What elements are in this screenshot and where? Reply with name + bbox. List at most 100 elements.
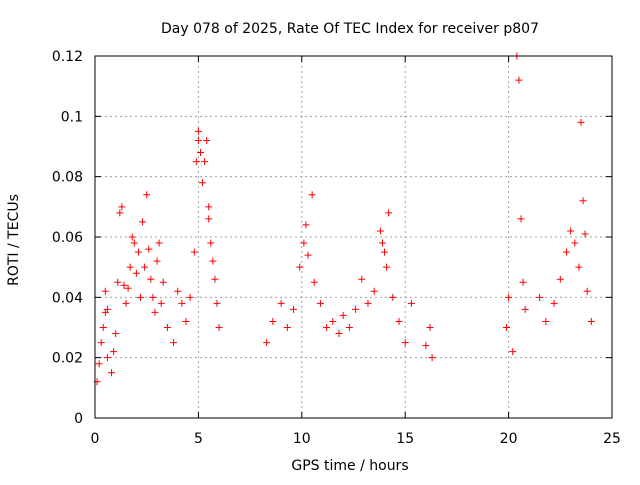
data-point	[358, 275, 366, 283]
data-point	[563, 248, 571, 256]
data-point	[99, 324, 107, 331]
data-point	[207, 239, 215, 247]
data-point	[376, 227, 384, 235]
data-point	[426, 324, 434, 331]
data-point	[302, 221, 310, 229]
data-point	[352, 305, 360, 313]
data-point	[422, 342, 430, 350]
data-point	[575, 263, 583, 271]
data-point	[97, 339, 105, 347]
data-point	[581, 230, 589, 238]
data-point	[521, 305, 529, 313]
data-point	[114, 278, 122, 286]
chart-title: Day 078 of 2025, Rate Of TEC Index for r…	[161, 21, 539, 37]
data-point	[157, 299, 165, 307]
data-point	[579, 197, 587, 205]
data-point	[428, 354, 436, 362]
data-point	[519, 278, 527, 286]
y-tick-label: 0.08	[52, 170, 83, 186]
data-point	[134, 248, 142, 256]
data-point	[310, 278, 318, 286]
data-point	[178, 299, 186, 307]
data-point	[170, 339, 178, 347]
data-point	[124, 284, 132, 292]
data-point	[290, 305, 298, 313]
data-point	[395, 317, 403, 325]
data-point	[215, 324, 223, 331]
data-point	[145, 245, 153, 253]
data-point	[296, 263, 304, 271]
data-point	[196, 149, 204, 157]
data-point	[205, 203, 213, 211]
data-point	[205, 215, 213, 223]
data-point	[517, 215, 525, 223]
y-tick-label: 0.12	[52, 49, 83, 65]
data-point	[141, 263, 149, 271]
data-point	[163, 324, 171, 331]
data-point	[339, 311, 347, 319]
data-point	[211, 275, 219, 283]
data-point	[103, 354, 111, 362]
data-point	[126, 263, 134, 271]
data-point	[147, 275, 155, 283]
y-tick-label: 0.06	[52, 230, 83, 246]
data-point	[108, 369, 116, 377]
data-point	[128, 233, 136, 241]
data-point	[316, 299, 324, 307]
y-axis-label: ROTI / TECUs	[6, 194, 22, 286]
data-point	[143, 191, 151, 199]
data-point	[583, 287, 591, 295]
data-point	[542, 317, 550, 325]
y-tick-label: 0.02	[52, 351, 83, 367]
axes: 0 0.02 0.04 0.06 0.08 0.1 0.12 0 5 10 15 20 25	[52, 49, 621, 447]
data-point	[112, 330, 120, 338]
data-point	[186, 293, 194, 301]
data-point	[182, 317, 190, 325]
x-tick-label: 20	[500, 431, 518, 447]
data-point	[503, 324, 511, 331]
data-point	[203, 136, 211, 144]
data-point	[345, 324, 353, 331]
data-point	[370, 287, 378, 295]
plot-frame	[94, 55, 613, 419]
data-point	[587, 317, 595, 325]
data-point	[335, 330, 343, 338]
data-point	[536, 293, 544, 301]
data-point	[199, 179, 207, 187]
data-point	[283, 324, 291, 331]
data-point	[383, 263, 391, 271]
data-point	[381, 248, 389, 256]
data-point	[385, 209, 393, 217]
data-point	[364, 299, 372, 307]
y-tick-label: 0	[74, 411, 83, 427]
data-point	[116, 209, 124, 217]
data-point	[192, 158, 200, 166]
data-point	[577, 118, 585, 126]
data-point	[159, 278, 167, 286]
data-point	[509, 348, 517, 356]
data-point	[95, 360, 103, 368]
data-point	[308, 191, 316, 199]
data-point	[110, 348, 118, 356]
x-tick-label: 5	[194, 431, 203, 447]
data-point	[378, 239, 386, 247]
data-point	[136, 293, 144, 301]
data-point	[277, 299, 285, 307]
x-tick-label: 15	[396, 431, 414, 447]
data-point	[132, 269, 140, 277]
data-point	[155, 239, 163, 247]
data-point	[556, 275, 564, 283]
data-point	[567, 227, 575, 235]
data-point	[571, 239, 579, 247]
data-point	[190, 248, 198, 256]
data-point	[194, 127, 202, 135]
data-point	[329, 317, 337, 325]
data-points	[93, 52, 595, 386]
data-point	[389, 293, 397, 301]
data-point	[194, 136, 202, 144]
data-point	[209, 257, 217, 265]
grid	[95, 56, 612, 418]
x-tick-label: 25	[603, 431, 621, 447]
data-point	[407, 299, 415, 307]
